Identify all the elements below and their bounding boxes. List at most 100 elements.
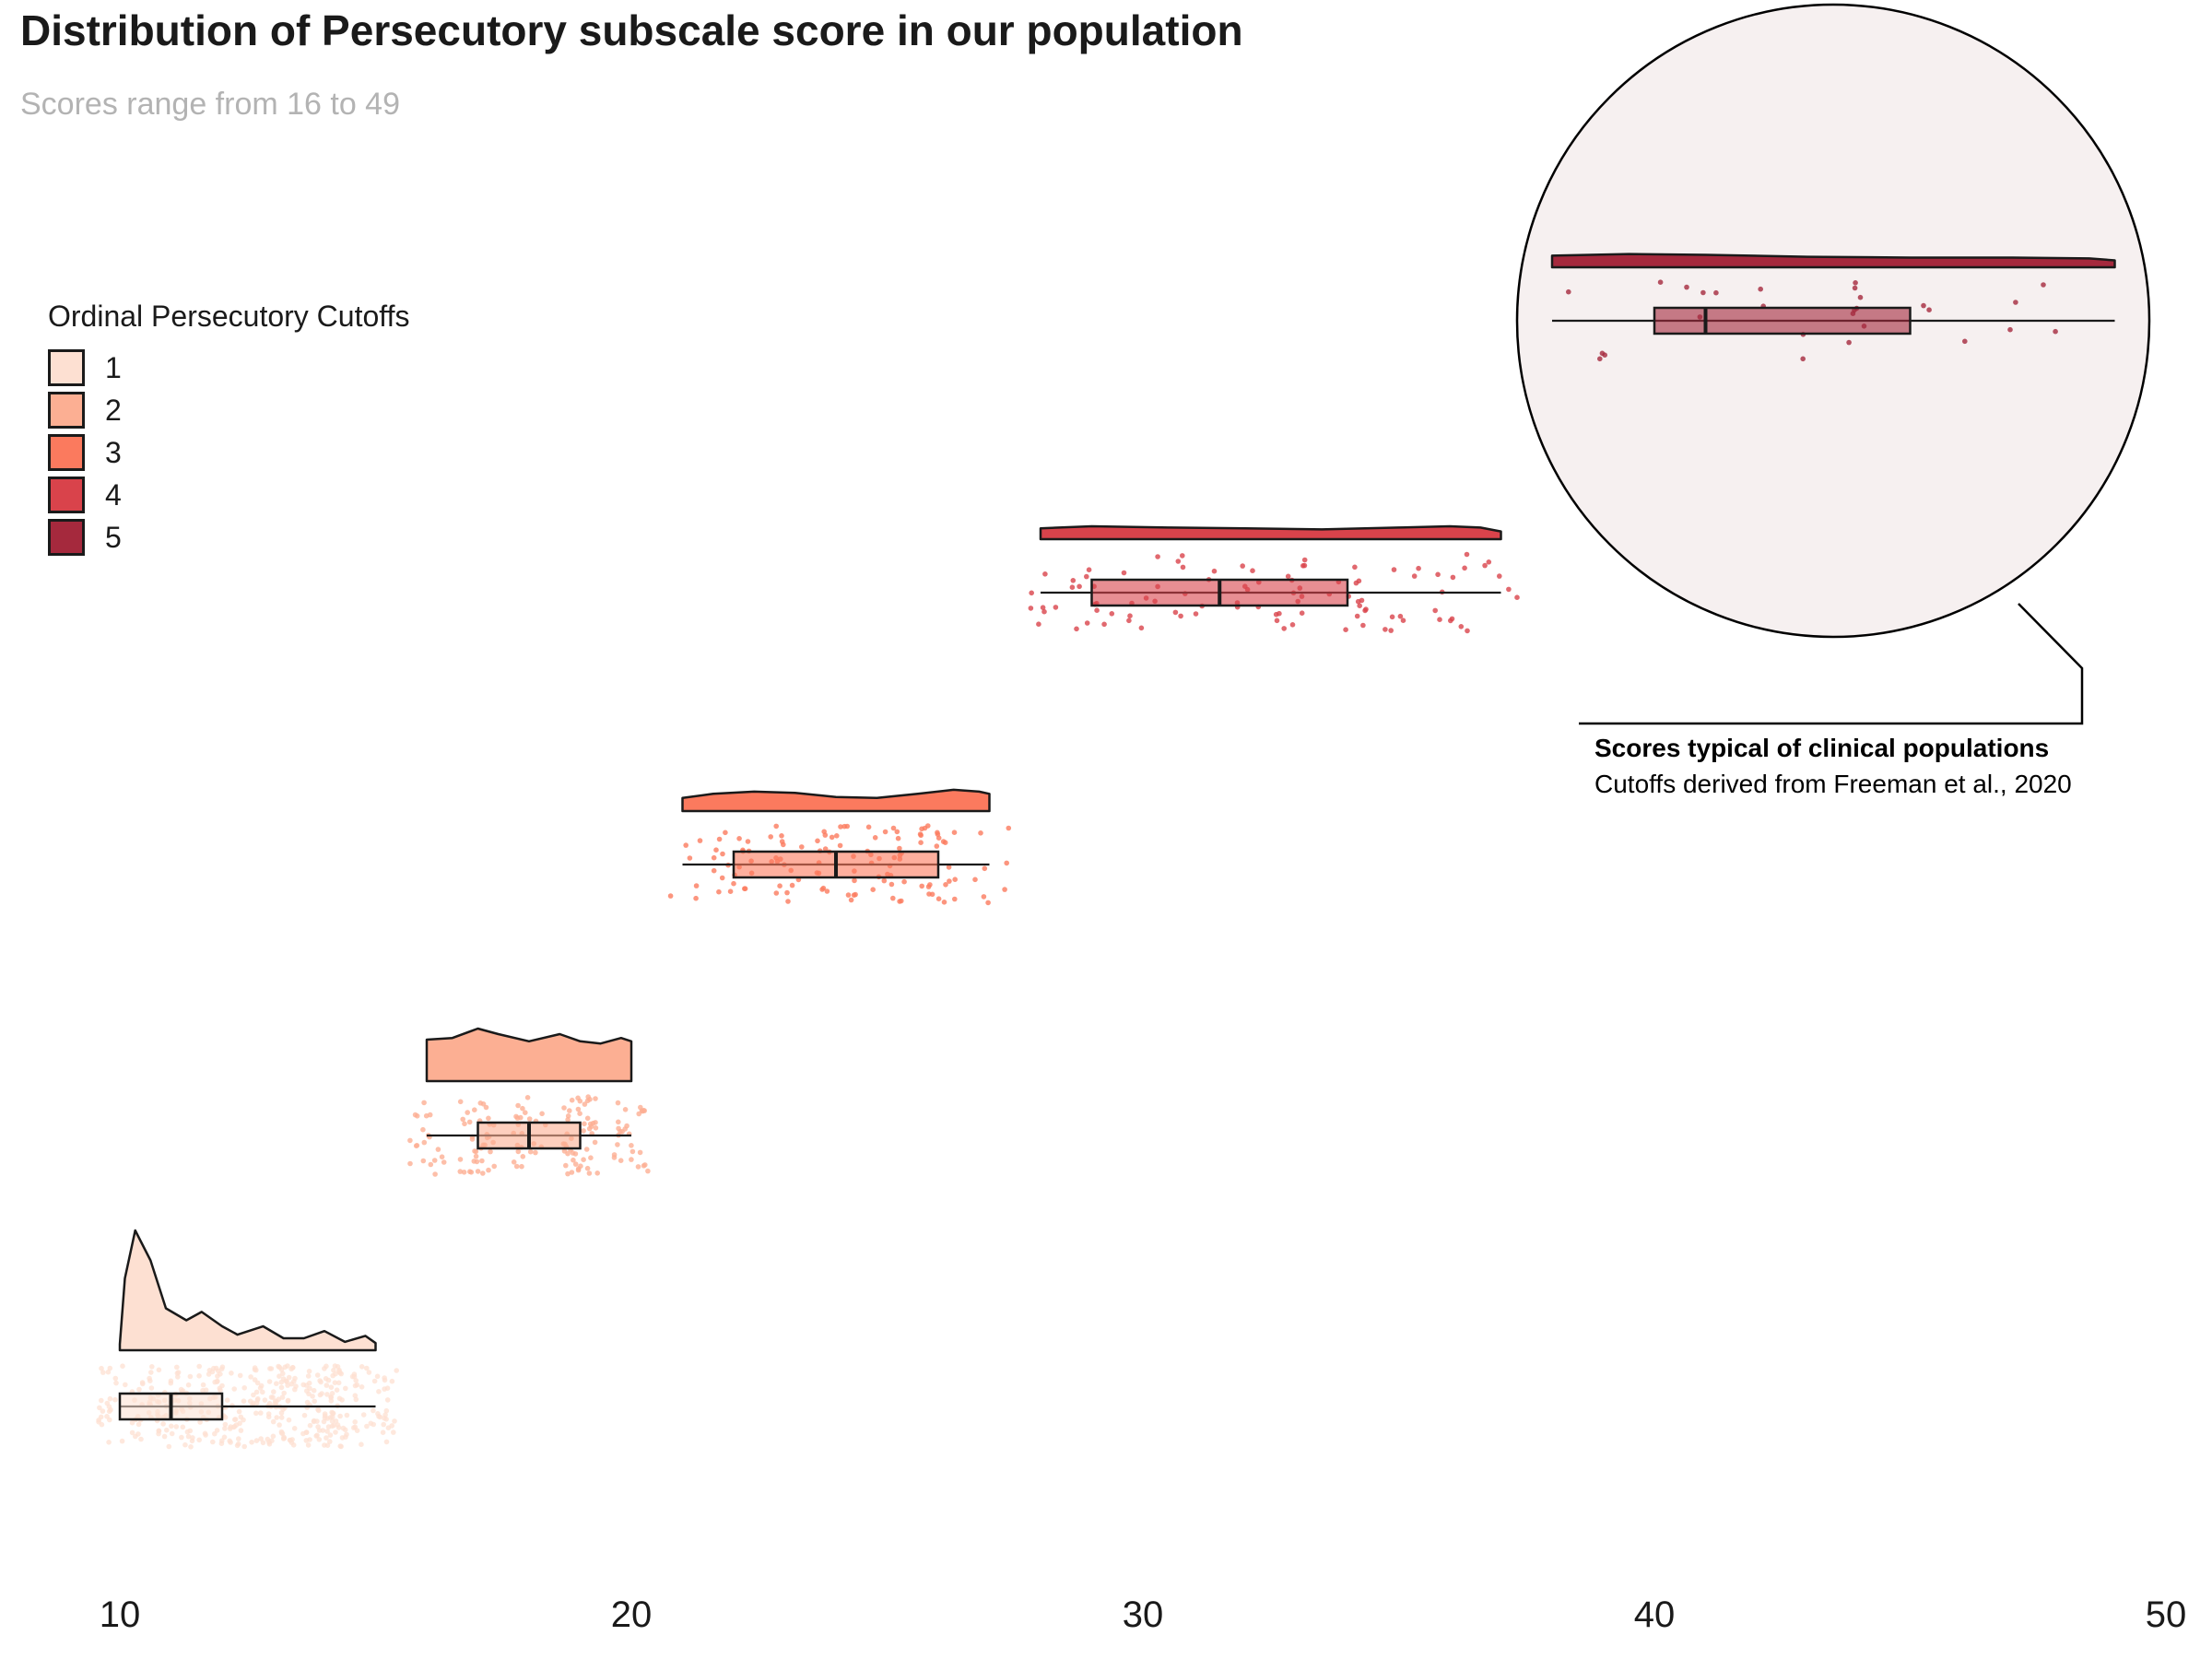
rain-point xyxy=(1597,356,1603,362)
rain-point xyxy=(1002,887,1007,892)
rain-point xyxy=(1657,279,1664,286)
rain-point xyxy=(569,1170,575,1175)
rain-point xyxy=(1006,825,1012,831)
rain-point xyxy=(316,1428,323,1433)
rain-point xyxy=(190,1435,195,1441)
rain-point xyxy=(848,897,854,903)
rain-point xyxy=(1397,613,1404,619)
rain-point xyxy=(520,1154,526,1159)
rain-point xyxy=(383,1407,390,1414)
rain-point xyxy=(720,851,725,857)
rain-point xyxy=(587,1097,593,1102)
rain-point xyxy=(314,1432,320,1439)
rain-point xyxy=(432,1171,438,1177)
rain-point xyxy=(285,1398,291,1404)
legend-item: 3 xyxy=(48,431,409,474)
rain-point xyxy=(160,1421,166,1427)
rain-point xyxy=(935,896,942,901)
rain-point xyxy=(359,1441,364,1447)
rain-point xyxy=(1069,584,1076,590)
rain-point xyxy=(354,1428,360,1433)
rain-point xyxy=(276,1396,282,1402)
rain-point xyxy=(228,1424,233,1430)
rain-point xyxy=(465,1110,471,1115)
rain-point xyxy=(918,840,924,845)
rain-point xyxy=(575,1167,582,1173)
annotation-text: Cutoffs derived from Freeman et al., 202… xyxy=(1594,770,2072,798)
rain-point xyxy=(104,1414,110,1419)
rain-point xyxy=(328,1384,335,1390)
rain-point xyxy=(203,1432,208,1438)
rain-point xyxy=(184,1429,191,1435)
rain-point xyxy=(305,1373,312,1379)
rain-point xyxy=(332,1363,338,1369)
rain-point xyxy=(421,1100,427,1106)
rain-point xyxy=(353,1378,359,1383)
rain-point xyxy=(622,1107,629,1112)
rain-point xyxy=(97,1405,102,1411)
rain-point xyxy=(639,1108,645,1113)
rain-point xyxy=(1070,578,1077,583)
rain-point xyxy=(420,1158,427,1164)
rain-point xyxy=(431,1158,438,1163)
rain-point xyxy=(520,1105,525,1112)
rain-point xyxy=(1566,288,1571,295)
rain-point xyxy=(196,1437,202,1443)
rain-point xyxy=(179,1434,184,1441)
rain-point xyxy=(231,1386,237,1392)
density-2 xyxy=(425,1027,633,1083)
rain-point xyxy=(156,1428,162,1434)
annotation-callout: Scores typical of clinical populations C… xyxy=(1594,730,2111,802)
rain-point xyxy=(1465,628,1470,634)
rain-point xyxy=(1042,571,1048,577)
rain-point xyxy=(100,1408,106,1414)
rain-point xyxy=(383,1439,390,1445)
rain-point xyxy=(952,896,958,902)
rain-point xyxy=(237,1372,243,1379)
rain-point xyxy=(218,1366,225,1372)
rain-point xyxy=(312,1398,318,1405)
rain-point xyxy=(197,1419,203,1425)
rain-point xyxy=(985,900,991,906)
rain-point xyxy=(249,1440,254,1445)
rain-point xyxy=(582,1101,588,1107)
rain-point xyxy=(592,1139,598,1146)
rain-point xyxy=(407,1137,413,1144)
rain-point xyxy=(736,836,742,841)
rain-point xyxy=(829,834,835,841)
rain-point xyxy=(214,1379,220,1384)
annotation-title: Scores typical of clinical populations xyxy=(1594,734,2050,762)
rain-point xyxy=(799,844,805,850)
rain-point xyxy=(266,1379,273,1384)
rain-point xyxy=(1852,285,1858,291)
legend-item: 4 xyxy=(48,474,409,516)
rain-point xyxy=(1360,622,1366,629)
rain-point xyxy=(1437,617,1442,622)
legend-item: 5 xyxy=(48,516,409,559)
chart-subtitle: Scores range from 16 to 49 xyxy=(20,87,401,122)
rain-point xyxy=(1506,586,1512,593)
rain-point xyxy=(951,830,958,835)
rain-point xyxy=(773,823,779,830)
legend-key-5 xyxy=(48,519,85,556)
rain-point xyxy=(262,1397,268,1403)
rain-point xyxy=(894,829,900,835)
rain-point xyxy=(272,1401,278,1406)
rain-point xyxy=(435,1147,441,1152)
rain-point xyxy=(288,1381,295,1387)
rain-point xyxy=(1758,286,1763,292)
rain-point xyxy=(265,1411,272,1417)
rain-point xyxy=(1514,594,1520,600)
rain-point xyxy=(1077,583,1082,590)
rain-point xyxy=(1250,568,1255,573)
rain-point xyxy=(1155,554,1160,559)
density-5 xyxy=(1550,253,2116,269)
rain-point xyxy=(1357,603,1362,608)
rain-point xyxy=(590,1120,596,1126)
rain-point xyxy=(472,1107,477,1112)
rain-point xyxy=(927,882,933,888)
rain-point xyxy=(441,1159,447,1165)
rain-point xyxy=(1926,307,1932,313)
rain-point xyxy=(837,842,843,849)
rain-point xyxy=(584,1115,591,1122)
